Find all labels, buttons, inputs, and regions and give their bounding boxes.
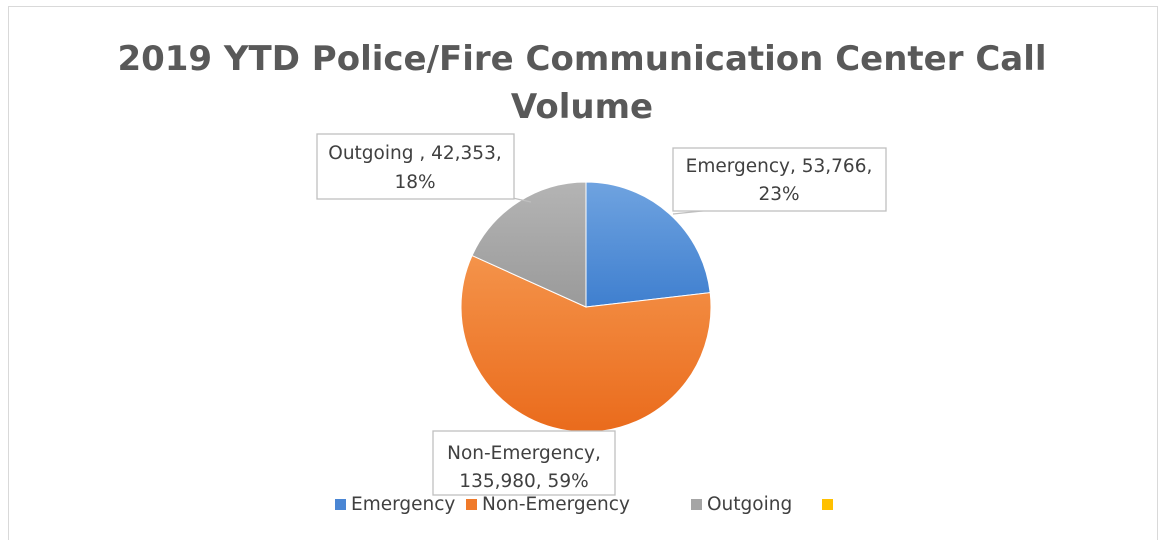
chart-title-line-1: 2019 YTD Police/Fire Communication Cente… bbox=[117, 39, 1046, 79]
legend: Emergency Non-Emergency Outgoing bbox=[335, 494, 833, 515]
data-label-non-emergency-line-2: 135,980, 59% bbox=[459, 471, 588, 492]
legend-swatch-emergency bbox=[335, 499, 346, 510]
legend-label-outgoing: Outgoing bbox=[707, 494, 792, 515]
chart-frame bbox=[8, 6, 1158, 540]
legend-swatch-outgoing bbox=[691, 499, 702, 510]
pie-slice-emergency bbox=[585, 181, 711, 308]
legend-label-emergency: Emergency bbox=[351, 494, 455, 515]
data-label-box-emergency bbox=[672, 147, 887, 212]
legend-swatch-unnamed bbox=[822, 499, 833, 510]
pie-slice-outgoing bbox=[471, 181, 587, 308]
chart-title-line-2: Volume bbox=[511, 87, 653, 127]
data-label-outgoing-line-1: Outgoing , 42,353, bbox=[328, 143, 501, 164]
data-label-non-emergency-line-1: Non-Emergency, bbox=[447, 443, 601, 464]
data-label-box-outgoing bbox=[316, 133, 515, 200]
data-label-emergency-line-2: 23% bbox=[758, 184, 799, 205]
legend-label-non-emergency: Non-Emergency bbox=[482, 494, 630, 515]
legend-swatch-non-emergency bbox=[466, 499, 477, 510]
data-label-outgoing-line-2: 18% bbox=[394, 172, 435, 193]
data-label-emergency-line-1: Emergency, 53,766, bbox=[686, 156, 873, 177]
data-label-box-non-emergency bbox=[432, 430, 616, 496]
